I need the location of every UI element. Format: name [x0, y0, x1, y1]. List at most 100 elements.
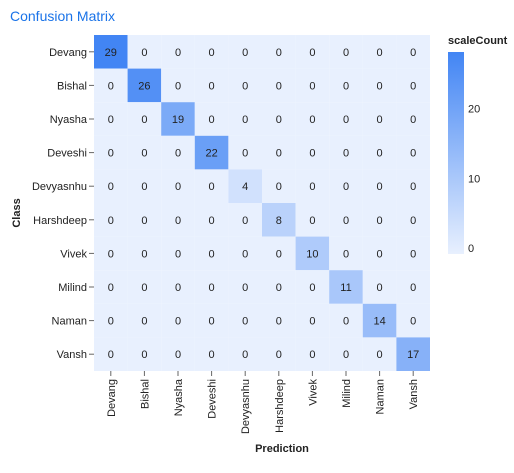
- cell-value-label: 0: [410, 114, 416, 126]
- cell-value-label: 0: [108, 215, 114, 227]
- cell-value-label: 0: [209, 248, 215, 260]
- heatmap-cell: [396, 102, 430, 136]
- cell-value-label: 19: [172, 114, 184, 126]
- heatmap-cell: [329, 135, 363, 170]
- heatmap-cell: [329, 203, 363, 237]
- cell-value-label: 0: [377, 282, 383, 294]
- heatmap-cell: [228, 169, 262, 203]
- heatmap-cell: [362, 337, 397, 371]
- cell-value-label: 0: [209, 80, 215, 92]
- cell-value-label: 0: [377, 47, 383, 59]
- y-tick-label: Deveshi: [47, 148, 87, 160]
- heatmap-cells: [94, 35, 430, 371]
- cell-value-label: 0: [108, 248, 114, 260]
- heatmap-cell: [161, 135, 195, 170]
- heatmap-cell: [228, 102, 262, 136]
- heatmap-cell: [262, 337, 296, 371]
- y-tick-label: Naman: [52, 316, 87, 328]
- x-tick-label: Harshdeep: [274, 379, 286, 433]
- cell-value-label: 0: [141, 248, 147, 260]
- heatmap-cell: [161, 203, 195, 237]
- cell-value-label: 0: [242, 282, 248, 294]
- cell-value-label: 0: [209, 181, 215, 193]
- heatmap-cell: [362, 203, 397, 237]
- heatmap-cell: [396, 135, 430, 170]
- cell-value-label: 0: [276, 148, 282, 160]
- cell-value-label: 0: [242, 316, 248, 328]
- x-tick-label: Deveshi: [207, 379, 219, 419]
- heatmap-cell: [396, 236, 430, 271]
- heatmap-cell: [262, 303, 296, 338]
- cell-value-label: 0: [410, 282, 416, 294]
- heatmap-cell: [362, 35, 397, 69]
- legend-color-bar: [448, 52, 464, 254]
- cell-value-label: 4: [242, 181, 248, 193]
- heatmap-cell: [161, 35, 195, 69]
- y-tick-label: Vansh: [57, 349, 87, 361]
- cell-value-label: 0: [309, 114, 315, 126]
- heatmap-cell: [161, 270, 195, 304]
- heatmap-cell: [228, 135, 262, 170]
- cell-value-label: 0: [276, 181, 282, 193]
- cell-value-label: 0: [242, 47, 248, 59]
- heatmap-cell: [295, 35, 330, 69]
- heatmap-cell: [94, 303, 128, 338]
- cell-value-label: 0: [175, 349, 181, 361]
- heatmap-cell: [127, 303, 162, 338]
- cell-value-label: 0: [276, 80, 282, 92]
- heatmap-cell: [127, 102, 162, 136]
- x-tick-label: Naman: [375, 379, 387, 414]
- heatmap-cell: [228, 68, 262, 103]
- cell-value-label: 0: [141, 148, 147, 160]
- cell-value-label: 0: [141, 349, 147, 361]
- y-tick-label: Nyasha: [50, 114, 88, 126]
- x-tick-label: Devang: [106, 379, 118, 417]
- heatmap-cell: [127, 135, 162, 170]
- cell-value-label: 0: [276, 114, 282, 126]
- cell-value-label: 0: [309, 181, 315, 193]
- cell-value-label: 0: [377, 248, 383, 260]
- cell-value-label: 0: [242, 114, 248, 126]
- cell-value-label: 0: [276, 282, 282, 294]
- heatmap-cell: [295, 102, 330, 136]
- heatmap-cell: [194, 135, 229, 170]
- cell-value-label: 0: [141, 47, 147, 59]
- heatmap-cell: [362, 303, 397, 338]
- cell-value-label: 0: [175, 181, 181, 193]
- heatmap-cell: [228, 303, 262, 338]
- x-tick-label: Vansh: [408, 379, 420, 409]
- heatmap-cell: [228, 270, 262, 304]
- heatmap-cell: [94, 203, 128, 237]
- heatmap-cell: [194, 270, 229, 304]
- cell-value-label: 0: [141, 282, 147, 294]
- heatmap-cell: [94, 270, 128, 304]
- heatmap-cell: [127, 35, 162, 69]
- cell-value-label: 0: [108, 80, 114, 92]
- heatmap-cell: [94, 135, 128, 170]
- heatmap-cell: [127, 203, 162, 237]
- cell-value-label: 0: [108, 181, 114, 193]
- cell-value-label: 0: [410, 47, 416, 59]
- cell-value-label: 0: [377, 114, 383, 126]
- heatmap-cell: [94, 68, 128, 103]
- y-axis-ticks: Devang Bishal Nyasha Deveshi Devyasnhu Harshd…: [32, 47, 94, 361]
- y-tick-label: Devyasnhu: [32, 181, 87, 193]
- cell-value-label: 0: [209, 316, 215, 328]
- heatmap-cell: [127, 337, 162, 371]
- cell-value-label: 0: [309, 148, 315, 160]
- cell-value-label: 0: [141, 181, 147, 193]
- heatmap-cell: [362, 102, 397, 136]
- cell-value-label: 0: [108, 148, 114, 160]
- chart-title: Confusion Matrix: [10, 8, 116, 24]
- heatmap-cell: [94, 169, 128, 203]
- heatmap-cell: [127, 270, 162, 304]
- heatmap-cell: [329, 35, 363, 69]
- cell-value-label: 0: [175, 47, 181, 59]
- cell-value-label: 0: [209, 349, 215, 361]
- heatmap-cell: [161, 303, 195, 338]
- heatmap-cell: [161, 68, 195, 103]
- cell-value-label: 0: [108, 114, 114, 126]
- heatmap-cell: [362, 236, 397, 271]
- cell-value-label: 0: [309, 215, 315, 227]
